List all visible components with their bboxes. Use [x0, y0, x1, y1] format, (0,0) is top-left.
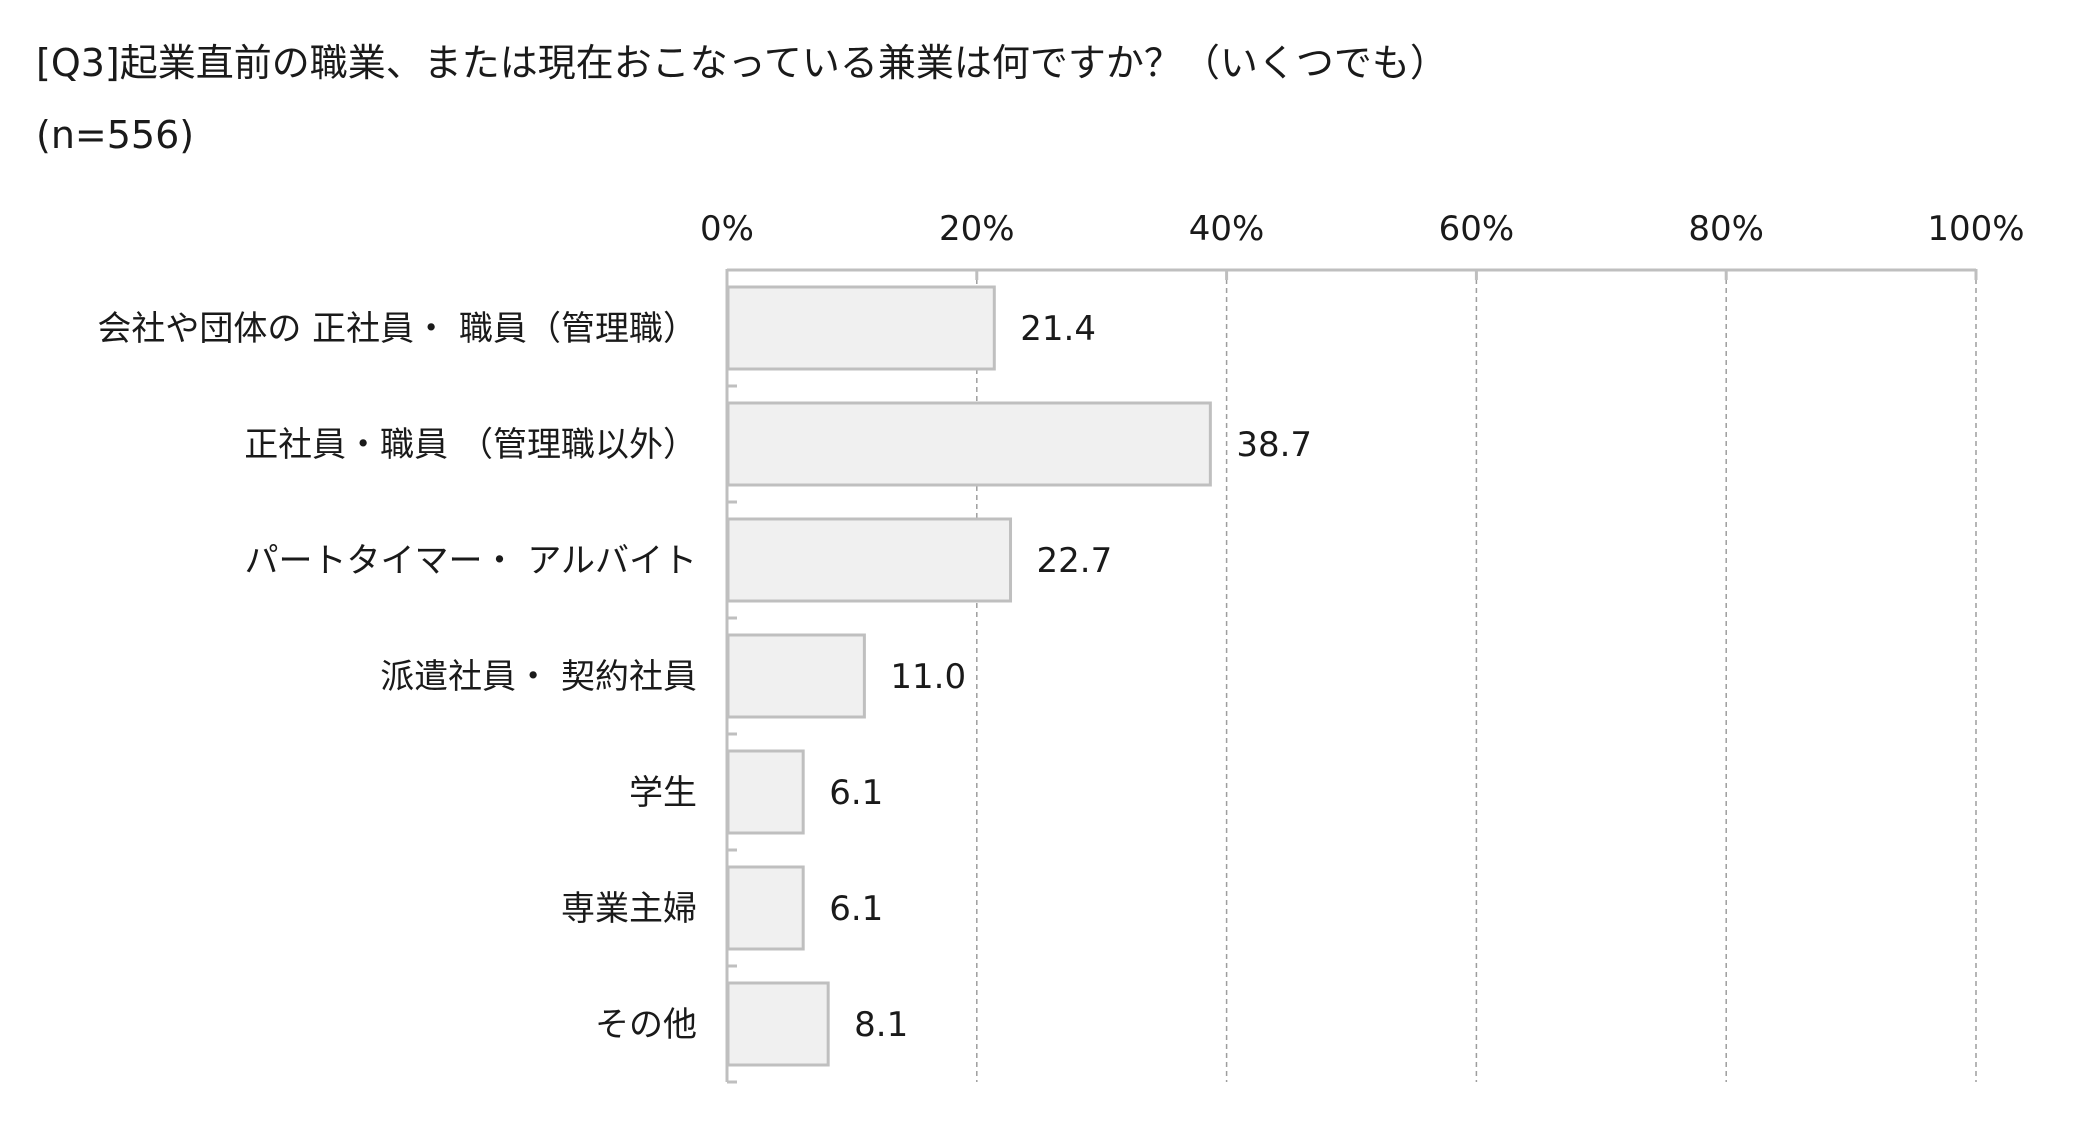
category-label: パートタイマー・ アルバイト [245, 541, 697, 581]
bar [726, 401, 1212, 487]
value-label: 21.4 [1020, 309, 1096, 349]
bar [726, 285, 996, 371]
value-label: 6.1 [829, 889, 883, 929]
bar [726, 981, 830, 1067]
category-label: 会社や団体の 正社員・ 職員（管理職） [97, 309, 697, 349]
x-tick-label: 60% [1439, 209, 1515, 249]
x-tick-label: 40% [1189, 209, 1265, 249]
x-tick-label: 20% [939, 209, 1015, 249]
bar [726, 633, 866, 719]
category-label: 学生 [629, 773, 697, 813]
category-label: 専業主婦 [561, 889, 697, 929]
bars [726, 285, 1212, 1067]
category-label: 派遣社員・ 契約社員 [380, 657, 697, 697]
x-tick-label: 0% [700, 209, 754, 249]
value-label: 11.0 [890, 657, 966, 697]
category-label: 正社員・職員 （管理職以外） [244, 425, 697, 465]
value-label: 38.7 [1236, 425, 1312, 465]
grid-lines [976, 270, 1977, 1082]
axes [725, 268, 1978, 1084]
bar [726, 749, 805, 835]
bar [726, 865, 805, 951]
labels: 21.4 会社や団体の 正社員・ 職員（管理職） 38.7 正社員・職員 （管理職以外… [97, 309, 1312, 1045]
chart-title: [Q3]起業直前の職業、または現在おこなっている兼業は何ですか？（いくつでも） [36, 41, 1448, 85]
value-label: 8.1 [854, 1005, 908, 1045]
chart-subtitle: (n=556) [36, 113, 195, 157]
x-tick-label: 80% [1688, 209, 1764, 249]
x-tick-label: 100% [1927, 209, 2024, 249]
value-label: 6.1 [829, 773, 883, 813]
value-label: 22.7 [1037, 541, 1113, 581]
x-axis-ticks: 0% 20% 40% 60% 80% 100% [700, 209, 2025, 249]
bar [726, 517, 1013, 603]
category-label: その他 [595, 1005, 697, 1045]
